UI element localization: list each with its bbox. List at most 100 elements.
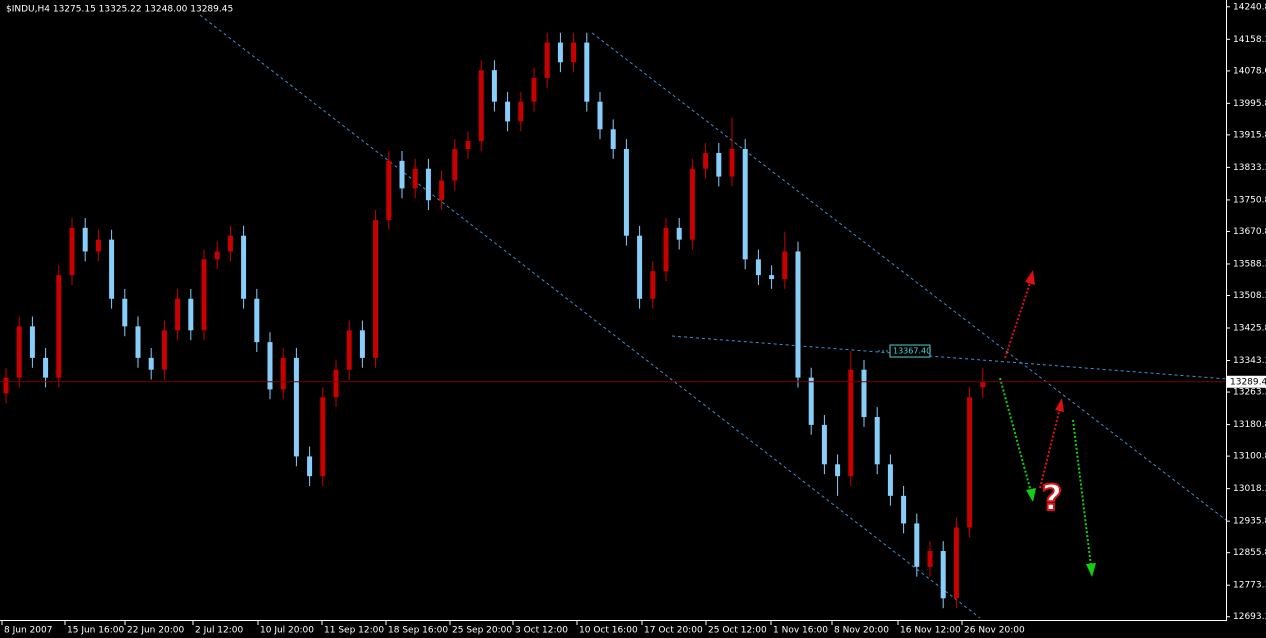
candle-body [571, 42, 577, 63]
candle-body [43, 357, 49, 378]
x-tick-label: 26 Nov 20:00 [964, 626, 1025, 636]
arrows [999, 270, 1096, 577]
arrow [1039, 407, 1061, 489]
candle-body [122, 298, 128, 327]
candle-body [214, 251, 220, 260]
arrow-head [1086, 563, 1096, 577]
candle-body [505, 101, 511, 122]
y-tick-label: 14158.30 [1233, 35, 1266, 45]
candle-body [703, 152, 709, 169]
y-tick-label: 13425.80 [1233, 324, 1266, 334]
y-tick-label: 13995.80 [1233, 99, 1266, 109]
candle-body [901, 495, 907, 524]
candle-body [478, 70, 484, 142]
candle-body [439, 180, 445, 201]
trendline [591, 32, 1227, 521]
x-tick-label: 16 Nov 12:00 [900, 626, 961, 636]
candle-body [874, 417, 880, 465]
candle-body [821, 424, 827, 465]
candle-body [307, 456, 313, 477]
candle-body [808, 377, 814, 425]
x-tick-label: 3 Oct 12:00 [515, 626, 568, 636]
arrow-head [1026, 488, 1036, 502]
candles [3, 32, 986, 609]
x-tick-label: 18 Sep 16:00 [388, 626, 448, 636]
candle-body [452, 148, 458, 181]
trendline [199, 14, 981, 619]
arrow [1004, 279, 1032, 359]
candle-body [861, 369, 867, 418]
candle-body [320, 397, 326, 477]
candle-body [769, 275, 775, 280]
candle-body [557, 42, 563, 63]
x-tick-label: 1 Nov 16:00 [773, 626, 828, 636]
y-tick-label: 12935.80 [1233, 517, 1266, 527]
arrow [1072, 419, 1092, 567]
y-tick-label: 12855.80 [1233, 548, 1266, 558]
candle-body [82, 227, 88, 252]
x-tick-label: 22 Jun 20:00 [127, 626, 184, 636]
candle-body [544, 42, 550, 79]
x-tick-label: 17 Oct 20:00 [644, 626, 703, 636]
y-tick-label: 13508.30 [1233, 291, 1266, 301]
y-tick-label: 13180.80 [1233, 420, 1266, 430]
x-tick-label: 8 Jun 2007 [4, 626, 52, 636]
candle-body [373, 219, 379, 358]
y-tick-label: 12773.30 [1233, 581, 1266, 591]
candle-body [241, 235, 247, 299]
y-tick-label: 13343.30 [1233, 356, 1266, 366]
candle-body [201, 259, 207, 331]
candle-body [280, 357, 286, 390]
arrow-head [1055, 398, 1064, 412]
candle-body [175, 298, 181, 331]
candle-body [782, 251, 788, 280]
candle-body [465, 141, 471, 149]
question-mark: ? [1042, 478, 1063, 519]
y-tick-label: 13833.30 [1233, 163, 1266, 173]
candle-body [135, 326, 141, 358]
candle-body [293, 357, 299, 457]
candle-body [689, 168, 695, 240]
annotation-box [889, 344, 931, 358]
candle-body [29, 326, 35, 358]
trendlines [199, 14, 1266, 619]
candle-body [610, 129, 616, 149]
y-tick-label: 13100.80 [1233, 452, 1266, 462]
y-tick-label: 13750.80 [1233, 195, 1266, 205]
candle-body [359, 330, 365, 358]
candle-body [425, 168, 431, 201]
y-tick-label: 13018.30 [1233, 484, 1266, 494]
x-tick-label: 8 Nov 20:00 [834, 626, 889, 636]
price-label: 13289.45 [1230, 377, 1266, 387]
x-tick-label: 11 Sep 12:00 [324, 626, 384, 636]
y-tick-label: 13915.80 [1233, 130, 1266, 140]
candle-body [386, 160, 392, 220]
candle-body [742, 148, 748, 260]
candle-body [637, 235, 643, 299]
candle-body [16, 326, 22, 378]
x-tick-label: 2 Jul 12:00 [195, 626, 244, 636]
candle-body [267, 342, 273, 390]
candle-body [795, 251, 801, 378]
y-tick-label: 12693.30 [1233, 612, 1266, 622]
candle-body [848, 369, 854, 477]
y-tick-label: 14078.00 [1233, 66, 1266, 76]
candle-body [227, 235, 233, 252]
candle-body [109, 239, 115, 299]
candle-body [346, 330, 352, 370]
candle-body [69, 227, 75, 276]
x-tick-label: 25 Oct 12:00 [708, 626, 767, 636]
y-tick-label: 13588.30 [1233, 259, 1266, 269]
candle-body [729, 148, 735, 177]
x-tick-label: 15 Jun 16:00 [67, 626, 124, 636]
x-tick-label: 10 Oct 16:00 [579, 626, 638, 636]
x-tick-label: 25 Sep 20:00 [452, 626, 512, 636]
candle-body [940, 551, 946, 599]
candle-body [531, 78, 537, 102]
candle-body [914, 523, 920, 567]
price-label-box [1227, 375, 1266, 388]
candle-body [927, 551, 933, 567]
candle-body [491, 70, 497, 102]
chart-title: $INDU,H4 13275.15 13325.22 13248.00 1328… [6, 5, 233, 15]
